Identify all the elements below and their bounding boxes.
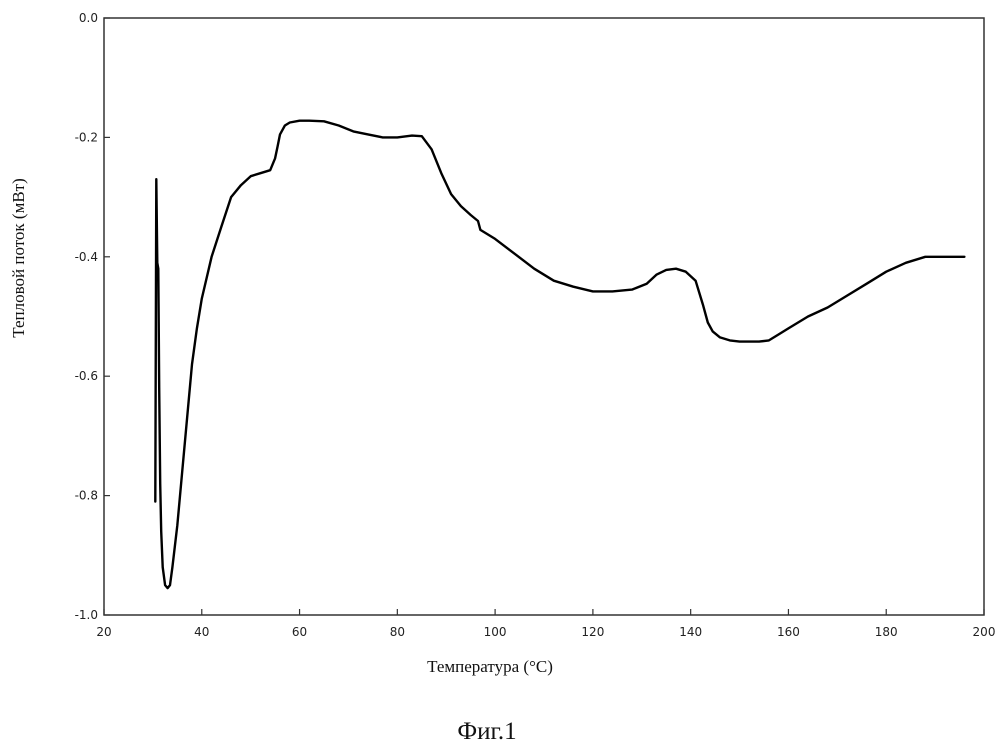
y-tick-label: -0.6 <box>75 369 98 383</box>
y-tick-label: -1.0 <box>75 608 98 622</box>
x-tick-label: 20 <box>96 625 111 639</box>
x-tick-label: 100 <box>484 625 507 639</box>
y-axis-title: Тепловой поток (мВт) <box>9 178 28 338</box>
x-tick-label: 160 <box>777 625 800 639</box>
x-tick-label: 200 <box>973 625 996 639</box>
x-tick-label: 60 <box>292 625 307 639</box>
y-tick-label: -0.2 <box>75 130 98 144</box>
x-axis-title: Температура (°C) <box>427 657 553 676</box>
y-tick-label: -0.4 <box>75 250 98 264</box>
x-tick-label: 80 <box>390 625 405 639</box>
figure-caption: Фиг.1 <box>457 718 516 743</box>
x-tick-label: 180 <box>875 625 898 639</box>
x-tick-label: 140 <box>679 625 702 639</box>
y-tick-label: -0.8 <box>75 489 98 503</box>
x-tick-label: 40 <box>194 625 209 639</box>
x-tick-label: 120 <box>581 625 604 639</box>
y-tick-label: 0.0 <box>79 11 98 25</box>
